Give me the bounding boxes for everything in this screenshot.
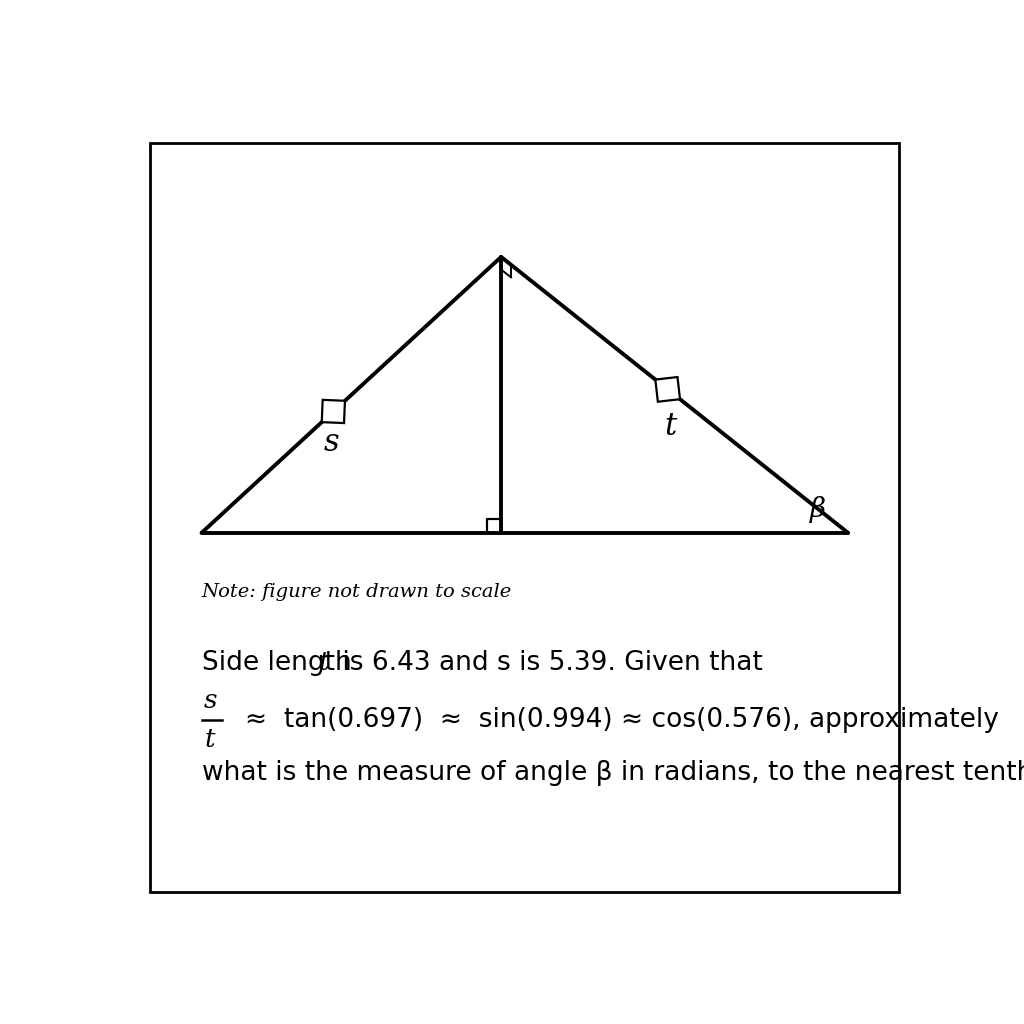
Text: s: s <box>324 427 339 458</box>
Text: s: s <box>204 687 217 713</box>
Text: t: t <box>318 650 329 676</box>
Text: Note: figure not drawn to scale: Note: figure not drawn to scale <box>202 583 512 601</box>
Text: Side length: Side length <box>202 650 359 676</box>
Polygon shape <box>322 399 345 423</box>
Text: t: t <box>665 411 677 442</box>
Text: t: t <box>205 727 215 752</box>
Text: β: β <box>810 496 826 522</box>
Polygon shape <box>655 377 680 401</box>
Text: what is the measure of angle β in radians, to the nearest tenth?: what is the measure of angle β in radian… <box>202 761 1024 786</box>
Text: is 6.43 and s is 5.39. Given that: is 6.43 and s is 5.39. Given that <box>334 650 763 676</box>
Text: ≈  tan(0.697)  ≈  sin(0.994) ≈ cos(0.576), approximately: ≈ tan(0.697) ≈ sin(0.994) ≈ cos(0.576), … <box>245 707 998 733</box>
